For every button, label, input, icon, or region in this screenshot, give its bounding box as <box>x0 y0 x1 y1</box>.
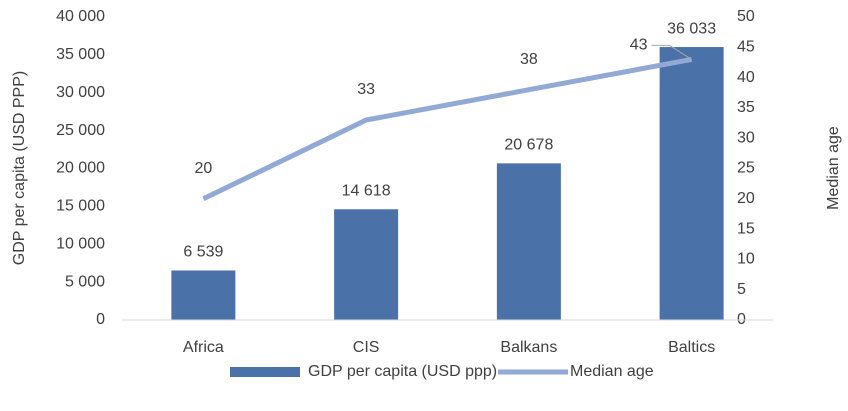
legend-label: Median age <box>570 363 654 380</box>
y2-tick-label: 35 <box>737 99 755 116</box>
y-tick-label: 30 000 <box>56 84 105 101</box>
y-tick-label: 5 000 <box>65 273 105 290</box>
legend-swatch <box>230 367 300 377</box>
y2-tick-label: 5 <box>737 281 746 298</box>
x-tick-label: Balkans <box>500 339 557 356</box>
legend-label: GDP per capita (USD ppp) <box>308 363 497 380</box>
bar <box>496 163 561 320</box>
y-tick-label: 25 000 <box>56 122 105 139</box>
bar <box>334 209 399 320</box>
bar-value-label: 20 678 <box>504 137 553 154</box>
y-tick-label: 20 000 <box>56 160 105 177</box>
y-axis-title: GDP per capita (USD PPP) <box>11 71 28 265</box>
y2-tick-label: 20 <box>737 190 755 207</box>
y2-tick-label: 45 <box>737 39 755 56</box>
bar <box>171 270 236 320</box>
line-value-label: 43 <box>630 37 648 54</box>
y-tick-label: 0 <box>96 311 105 328</box>
x-tick-label: Africa <box>183 339 224 356</box>
y2-tick-label: 30 <box>737 129 755 146</box>
y-tick-label: 40 000 <box>56 8 105 25</box>
x-tick-label: CIS <box>353 339 380 356</box>
y2-tick-label: 50 <box>737 8 755 25</box>
y-tick-label: 15 000 <box>56 198 105 215</box>
y-tick-label: 10 000 <box>56 235 105 252</box>
line-value-label: 33 <box>357 81 375 98</box>
y2-tick-label: 10 <box>737 251 755 268</box>
y2-tick-label: 25 <box>737 160 755 177</box>
label-leader <box>651 44 692 60</box>
y2-tick-label: 15 <box>737 220 755 237</box>
line-series <box>202 56 693 202</box>
x-tick-label: Baltics <box>668 339 715 356</box>
bar-value-label: 14 618 <box>342 182 391 199</box>
line-value-label: 38 <box>520 51 538 68</box>
line-value-label: 20 <box>194 160 212 177</box>
y-tick-label: 35 000 <box>56 46 105 63</box>
y2-axis-title: Median age <box>825 126 842 210</box>
bar <box>659 47 724 321</box>
bar-value-label: 6 539 <box>183 244 223 261</box>
y2-tick-label: 40 <box>737 69 755 86</box>
bar-value-label: 36 033 <box>667 20 716 37</box>
